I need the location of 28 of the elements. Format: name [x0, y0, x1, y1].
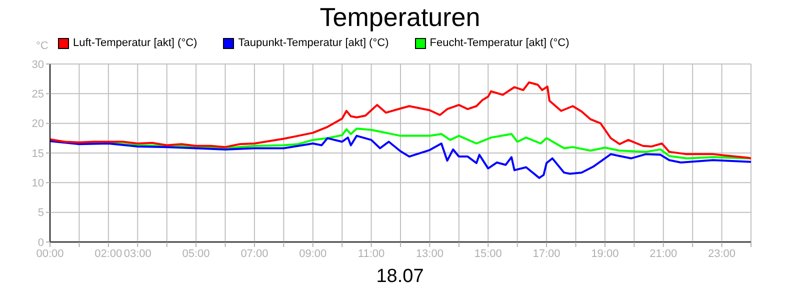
y-tick-label: 10: [32, 178, 44, 190]
x-tick-label: 11:00: [358, 248, 385, 260]
y-tick-label: 20: [32, 118, 44, 130]
x-axis-title: 18.07: [375, 266, 425, 288]
x-tick-label: 19:00: [591, 248, 619, 260]
y-tick-label: 15: [32, 148, 44, 160]
line-series: [50, 134, 751, 179]
y-tick-label: 25: [32, 88, 44, 101]
x-tick-label: 03:00: [124, 248, 152, 260]
y-tick-label: 30: [32, 58, 44, 71]
line-series: [50, 81, 751, 160]
x-tick-label: 02:00: [94, 248, 122, 260]
x-tick-label: 09:00: [299, 248, 327, 260]
x-tick-label: 13:00: [416, 248, 444, 260]
x-tick-label: 15:00: [474, 248, 502, 260]
chart-title: Temperaturen: [318, 2, 482, 33]
legend-label: Taupunkt-Temperatur [akt] (°C): [238, 37, 389, 49]
legend-label: Luft-Temperatur [akt] (°C): [73, 37, 198, 49]
y-tick-label: 0: [38, 236, 44, 249]
x-tick-label: 17:00: [532, 248, 560, 260]
legend-label: Feucht-Temperatur [akt] (°C): [430, 37, 570, 49]
y-tick-label: 5: [38, 207, 44, 220]
x-tick-label: 05:00: [182, 248, 210, 260]
x-tick-label: 07:00: [240, 248, 268, 260]
x-tick-label: 00:00: [36, 248, 64, 260]
y-axis-title: °C: [36, 40, 48, 52]
x-tick-label: 21:00: [650, 248, 678, 260]
x-tick-label: 23:00: [708, 248, 736, 260]
